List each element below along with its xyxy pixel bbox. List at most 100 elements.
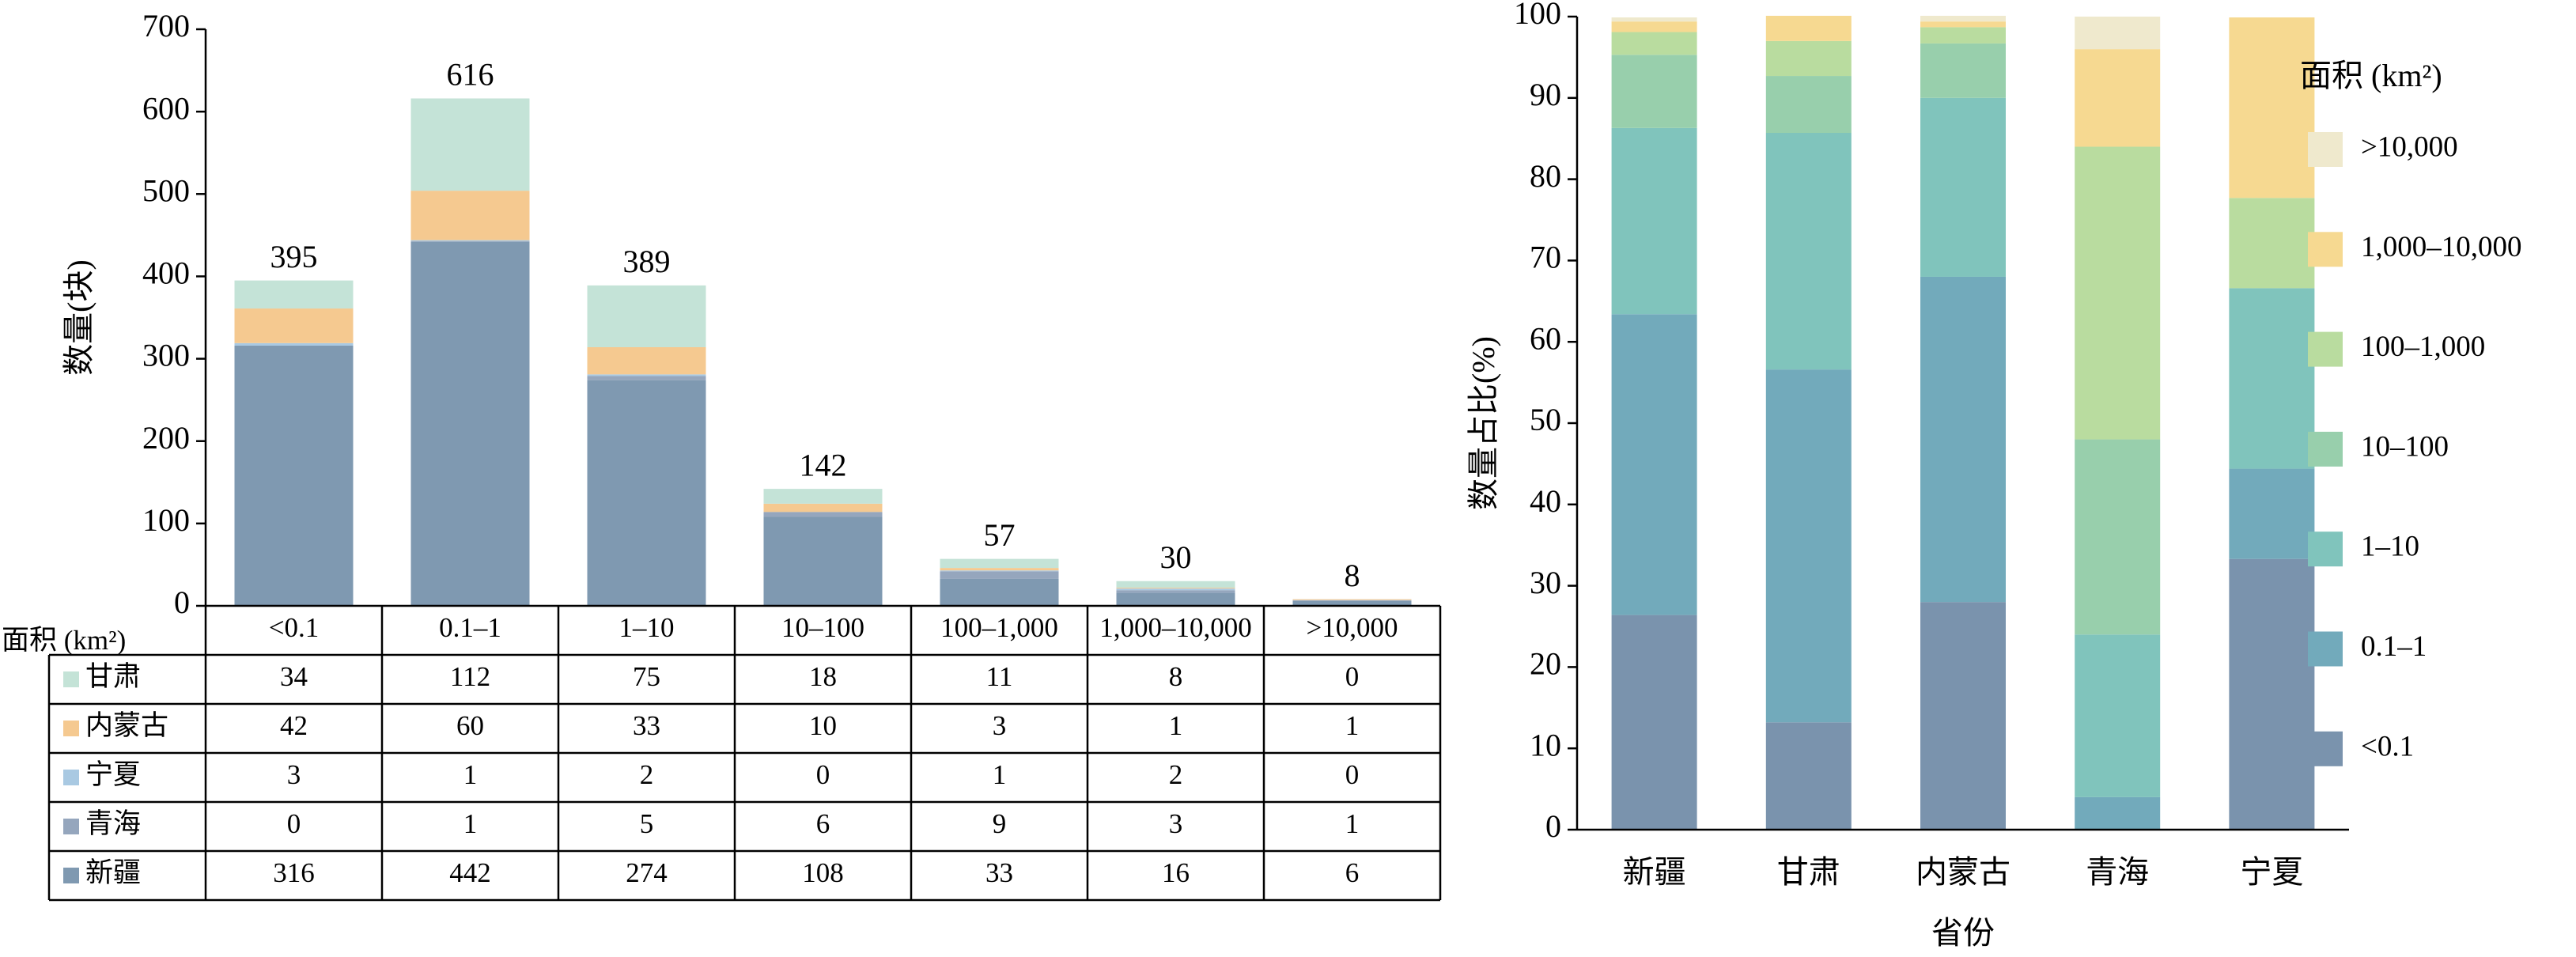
legend-label: 100–1,000 [2361,331,2485,363]
total-label: 142 [800,447,847,482]
bar-segment [1920,97,2006,277]
bar-segment [587,380,706,606]
legend-label: 新疆 [85,857,141,888]
bar-segment [940,558,1059,569]
bar-segment [1116,588,1235,591]
bar-segment [1920,43,2006,98]
bar-segment [1765,722,1852,830]
total-label: 395 [270,239,318,274]
bar-segment [2075,146,2161,440]
bar-segment [234,280,354,309]
table-cell: 6 [1345,857,1360,888]
x-tick-label: 1,000–10,000 [1099,612,1252,643]
x-tick-label: >10,000 [1307,612,1398,643]
y-tick-label: 20 [1530,646,1561,682]
table-cell: 11 [986,661,1013,692]
table-cell: 274 [626,857,668,888]
legend-label: 内蒙古 [85,710,168,741]
table-cell: 3 [993,710,1007,741]
bar-segment [587,285,706,347]
x-tick-label: 甘肃 [1777,854,1840,890]
table-cell: 442 [449,857,491,888]
x-tick-label: 新疆 [1623,854,1686,890]
legend-label: 1–10 [2361,531,2419,563]
x-tick-label: 宁夏 [2240,854,2303,890]
bar-segment [763,516,883,606]
legend-label: <0.1 [2361,730,2414,762]
bar-segment [940,570,1059,572]
bar-segment [2075,796,2161,830]
bar-segment [410,191,530,240]
table-cell: 42 [280,710,308,741]
x-axis-label: 省份 [1931,915,1995,951]
x-tick-label: <0.1 [269,612,320,643]
bar-segment [1611,55,1697,128]
bar-segment [1611,32,1697,55]
y-tick-label: 100 [1514,0,1561,31]
table-cell: 2 [640,759,654,790]
total-label: 389 [623,244,671,279]
bar-segment [2229,198,2315,289]
y-tick-label: 90 [1530,77,1561,112]
table-cell: 9 [993,808,1007,839]
y-tick-label: 200 [142,420,190,456]
table-cell: 0 [816,759,830,790]
bar-segment [2075,439,2161,635]
bar-segment [234,345,354,606]
y-tick-label: 100 [142,502,190,538]
legend-swatch [2308,331,2343,367]
table-cell: 1 [1345,808,1360,839]
x-tick-label: 100–1,000 [940,612,1058,643]
total-label: 57 [984,517,1016,553]
bar-segment [1611,127,1697,315]
table-cell: 6 [816,808,830,839]
table-cell: 5 [640,808,654,839]
table-cell: 1 [463,808,478,839]
legend-swatch [2308,132,2343,167]
bar-segment [1920,602,2006,830]
bar-segment [940,571,1059,579]
legend-swatch [2308,431,2343,467]
y-axis-label: 数量(块) [61,259,96,376]
legend-label: 青海 [85,808,141,839]
table-cell: 1 [1169,710,1183,741]
legend-swatch [63,868,79,883]
table-cell: 0 [287,808,301,839]
bar-segment [1611,21,1697,32]
y-tick-label: 40 [1530,483,1561,519]
legend-swatch [2308,232,2343,267]
total-label: 30 [1160,539,1192,575]
table-cell: 3 [1169,808,1183,839]
bar-segment [1765,369,1852,723]
legend-swatch [2308,731,2343,766]
bar-segment [2229,17,2315,199]
bar-segment [587,376,706,380]
legend-swatch [63,721,79,736]
legend-label: 甘肃 [85,661,141,692]
table-cell: 112 [450,661,490,692]
bar-segment [940,578,1059,606]
table-cell: 2 [1169,759,1183,790]
bar-segment [410,241,530,606]
table-cell: 1 [993,759,1007,790]
x-tick-label: 10–100 [781,612,864,643]
y-tick-label: 600 [142,90,190,126]
bar-segment [763,503,883,513]
bar-segment [940,568,1059,571]
bar-segment [410,98,530,191]
legend-swatch [63,819,79,834]
bar-segment [1611,615,1697,830]
bar-segment [1920,27,2006,44]
table-cell: 1 [463,759,478,790]
y-tick-label: 0 [174,584,190,620]
y-tick-label: 80 [1530,158,1561,194]
bar-segment [587,346,706,375]
legend-label: 1,000–10,000 [2361,231,2522,263]
bar-segment [1116,581,1235,588]
bar-segment [1765,133,1852,370]
y-tick-label: 0 [1545,808,1561,844]
x-tick-label: 0.1–1 [439,612,501,643]
table-cell: 33 [985,857,1013,888]
